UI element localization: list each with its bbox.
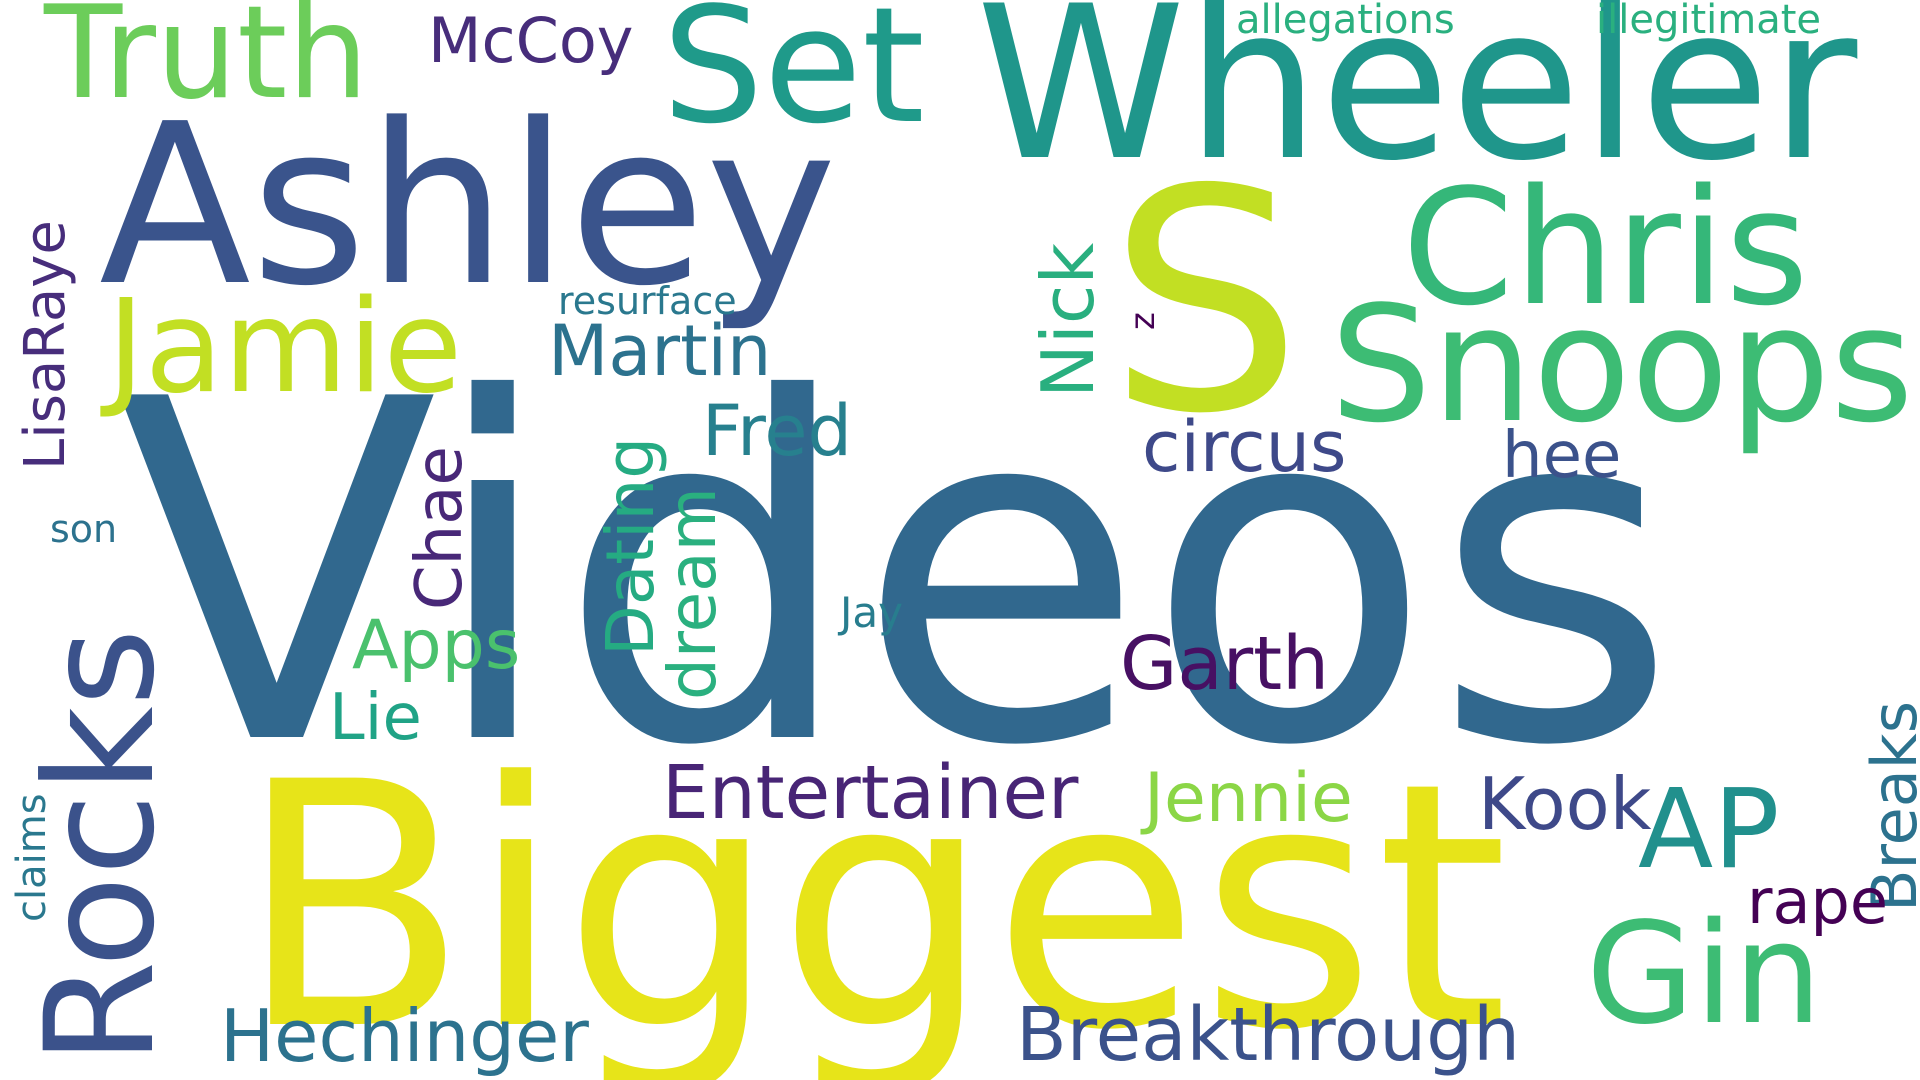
word-dream: dream bbox=[654, 487, 731, 700]
word-set: Set bbox=[662, 0, 925, 159]
word-jennie: Jennie bbox=[1144, 759, 1353, 838]
word-garth: Garth bbox=[1120, 621, 1330, 707]
word-chris: Chris bbox=[1402, 154, 1809, 341]
word-lie: Lie bbox=[329, 681, 422, 755]
word-breakthrough: Breakthrough bbox=[1016, 992, 1521, 1078]
word-martin: Martin bbox=[548, 310, 772, 392]
word-jamie: Jamie bbox=[107, 273, 463, 422]
word-truth: Truth bbox=[44, 0, 369, 128]
word-resurface: resurface bbox=[558, 279, 737, 323]
word-hee: hee bbox=[1502, 419, 1622, 493]
word-nick: Nick bbox=[1026, 242, 1110, 398]
word-ap: AP bbox=[1638, 765, 1780, 893]
word-rape: rape bbox=[1747, 865, 1888, 938]
word-illegitimate: illegitimate bbox=[1596, 0, 1822, 43]
word-fred: Fred bbox=[702, 390, 852, 472]
word-claims: claims bbox=[9, 793, 55, 922]
word-hechinger: Hechinger bbox=[220, 994, 589, 1078]
word-chae: Chae bbox=[403, 446, 477, 610]
word-entertainer: Entertainer bbox=[662, 750, 1079, 836]
word-biggest: Biggest bbox=[237, 710, 1509, 1080]
word-wheeler: Wheeler bbox=[976, 0, 1858, 207]
word-ashley: Ashley bbox=[99, 77, 837, 335]
word-lisaraye: LisaRaye bbox=[13, 220, 78, 470]
word-snoops: Snoops bbox=[1330, 271, 1914, 458]
word-videos: Videos bbox=[116, 301, 1678, 848]
word-allegations: allegations bbox=[1236, 0, 1455, 43]
word-jay: Jay bbox=[840, 588, 903, 637]
word-mccoy: McCoy bbox=[428, 4, 634, 77]
word-circus: circus bbox=[1142, 406, 1347, 488]
word-s: S bbox=[1108, 125, 1303, 481]
word-z: z bbox=[1123, 312, 1163, 330]
word-kook: Kook bbox=[1478, 762, 1652, 846]
word-son: son bbox=[50, 507, 118, 551]
word-gin: Gin bbox=[1586, 893, 1823, 1056]
word-apps: Apps bbox=[352, 606, 521, 685]
